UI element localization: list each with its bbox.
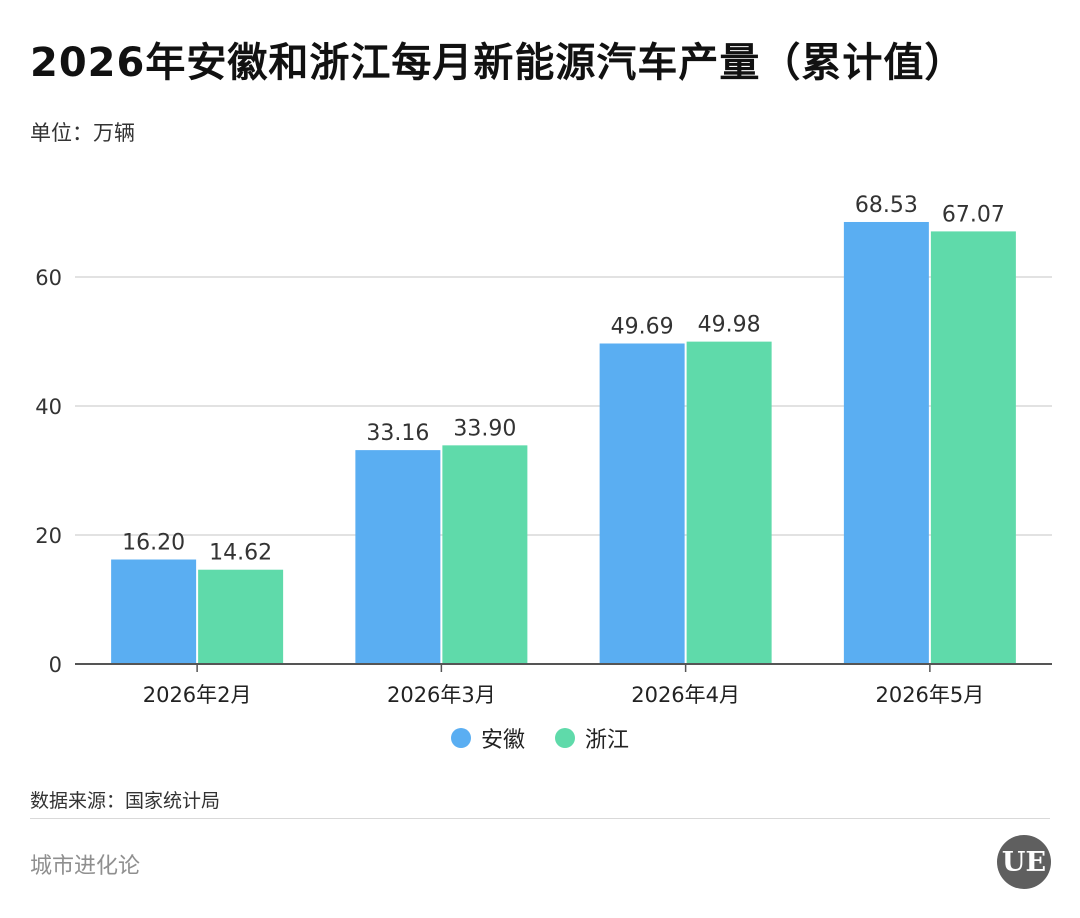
- bar-zhejiang: [930, 231, 1016, 664]
- x-tick-label: 2026年2月: [143, 683, 252, 707]
- x-tick-label: 2026年5月: [875, 683, 984, 707]
- legend-item-zhejiang[interactable]: 浙江: [555, 722, 629, 754]
- brand-logo: UE: [997, 835, 1051, 889]
- legend: 安徽 浙江: [0, 722, 1080, 754]
- x-tick-label: 2026年3月: [387, 683, 496, 707]
- data-label: 67.07: [942, 202, 1005, 227]
- data-label: 68.53: [855, 193, 918, 218]
- y-tick-label: 20: [35, 524, 62, 548]
- data-label: 49.69: [611, 314, 674, 339]
- chart-title: 2026年安徽和浙江每月新能源汽车产量（累计值）: [30, 40, 966, 86]
- brand-name: 城市进化论: [30, 854, 141, 879]
- x-tick-label: 2026年4月: [631, 683, 740, 707]
- data-label: 33.90: [453, 416, 516, 441]
- legend-marker-anhui: [450, 728, 471, 748]
- bar-anhui: [111, 559, 197, 664]
- bar-zhejiang: [686, 341, 772, 664]
- bar-anhui: [355, 450, 441, 664]
- y-tick-label: 0: [49, 653, 62, 677]
- y-tick-label: 60: [35, 266, 62, 290]
- legend-item-anhui[interactable]: 安徽: [450, 722, 525, 754]
- bar-zhejiang: [198, 569, 284, 664]
- data-source: 数据来源：国家统计局: [30, 790, 221, 812]
- legend-label-zhejiang: 浙江: [585, 728, 630, 753]
- y-tick-label: 40: [35, 395, 62, 419]
- legend-label-anhui: 安徽: [480, 728, 525, 753]
- data-label: 33.16: [366, 421, 429, 446]
- legend-marker-zhejiang: [555, 728, 575, 748]
- bar-anhui: [843, 221, 929, 664]
- unit-label: 单位：万辆: [30, 121, 135, 145]
- footer-divider: [30, 818, 1050, 819]
- data-label: 14.62: [209, 541, 272, 566]
- data-label: 49.98: [698, 313, 761, 338]
- bar-zhejiang: [442, 445, 528, 664]
- data-label: 16.20: [122, 531, 185, 556]
- bar-anhui: [599, 343, 685, 664]
